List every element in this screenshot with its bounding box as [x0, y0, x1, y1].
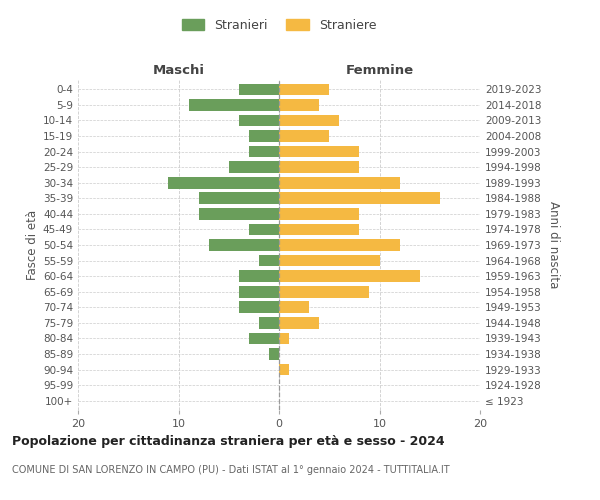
Bar	[279, 146, 359, 158]
Text: COMUNE DI SAN LORENZO IN CAMPO (PU) - Dati ISTAT al 1° gennaio 2024 - TUTTITALIA: COMUNE DI SAN LORENZO IN CAMPO (PU) - Da…	[12, 465, 449, 475]
Bar	[279, 364, 289, 376]
Bar	[199, 192, 279, 204]
Bar	[279, 99, 319, 110]
Bar	[188, 99, 279, 110]
Text: Popolazione per cittadinanza straniera per età e sesso - 2024: Popolazione per cittadinanza straniera p…	[12, 435, 445, 448]
Bar	[209, 239, 279, 251]
Bar	[279, 317, 319, 328]
Bar	[259, 254, 279, 266]
Bar	[239, 270, 279, 282]
Bar	[279, 114, 340, 126]
Bar	[279, 270, 420, 282]
Text: Maschi: Maschi	[152, 64, 205, 78]
Bar	[249, 130, 279, 142]
Bar	[249, 224, 279, 235]
Bar	[279, 332, 289, 344]
Bar	[229, 162, 279, 173]
Bar	[279, 254, 380, 266]
Bar	[249, 146, 279, 158]
Bar	[279, 130, 329, 142]
Bar	[279, 239, 400, 251]
Bar	[239, 114, 279, 126]
Bar	[199, 208, 279, 220]
Bar	[279, 192, 440, 204]
Text: Femmine: Femmine	[346, 64, 413, 78]
Bar	[279, 208, 359, 220]
Bar	[279, 177, 400, 188]
Bar	[239, 286, 279, 298]
Bar	[239, 84, 279, 95]
Bar	[269, 348, 279, 360]
Legend: Stranieri, Straniere: Stranieri, Straniere	[176, 14, 382, 36]
Bar	[259, 317, 279, 328]
Y-axis label: Fasce di età: Fasce di età	[26, 210, 39, 280]
Bar	[279, 286, 370, 298]
Bar	[279, 302, 309, 313]
Bar	[279, 224, 359, 235]
Y-axis label: Anni di nascita: Anni di nascita	[547, 202, 560, 288]
Bar	[249, 332, 279, 344]
Bar	[279, 162, 359, 173]
Bar	[169, 177, 279, 188]
Bar	[239, 302, 279, 313]
Bar	[279, 84, 329, 95]
